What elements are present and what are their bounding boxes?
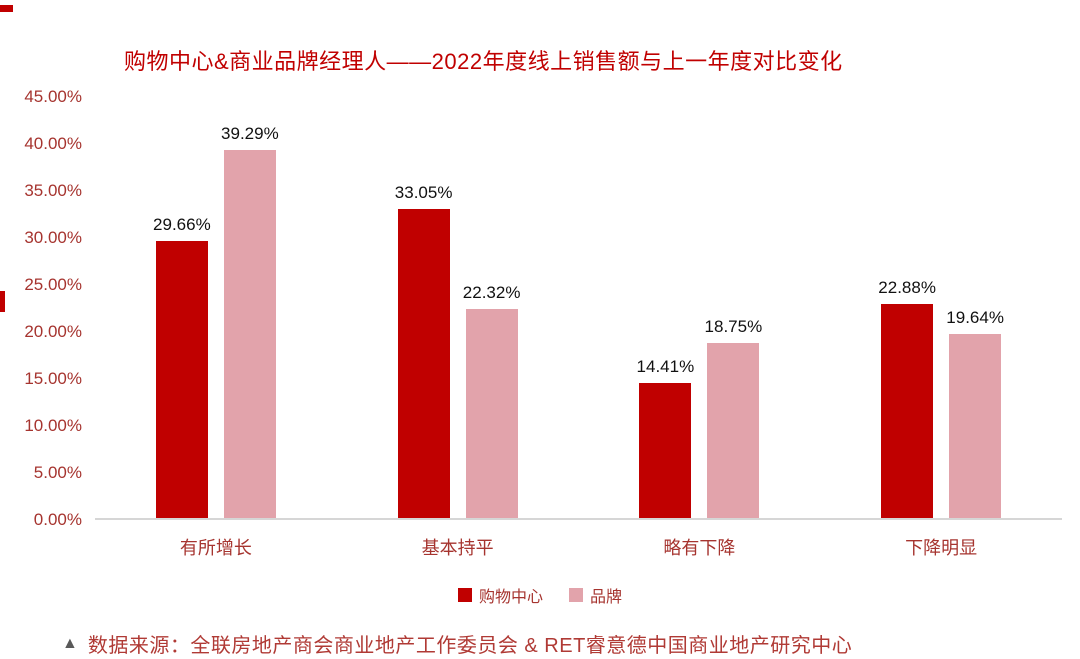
chart-legend: 购物中心 品牌 bbox=[0, 583, 1080, 607]
y-axis-tick-label: 45.00% bbox=[24, 87, 82, 106]
y-axis-tick-label: 25.00% bbox=[24, 275, 82, 294]
bar-value-label: 22.32% bbox=[462, 283, 521, 303]
legend-label-brand: 品牌 bbox=[590, 589, 623, 606]
bar-brand bbox=[465, 309, 518, 518]
bar-shopping-center bbox=[881, 303, 934, 518]
bar-value-label: 18.75% bbox=[704, 316, 763, 336]
bar-column: 19.64% bbox=[946, 97, 1004, 518]
bar-group: 29.66% 39.29% 有所增长 bbox=[153, 97, 279, 558]
bar-shopping-center bbox=[397, 208, 450, 518]
bar-shopping-center bbox=[155, 240, 208, 518]
bar-group: 33.05% 22.32% 基本持平 bbox=[394, 97, 521, 558]
bar-brand bbox=[949, 334, 1002, 518]
bar-value-label: 14.41% bbox=[636, 357, 695, 377]
bar-column: 14.41% bbox=[637, 97, 694, 518]
y-axis-tick-label: 20.00% bbox=[24, 322, 82, 341]
legend-swatch-brand bbox=[569, 588, 583, 602]
plot-area: 29.66% 39.29% 有所增长 33.05% 22.32% 基本持平 14.41% 18… bbox=[95, 97, 1062, 558]
bar-shopping-center bbox=[639, 383, 692, 518]
y-axis: 0.00% 5.00% 10.00% 15.00% 20.00% 25.00% 30.00%… bbox=[0, 87, 82, 529]
bar-column: 22.32% bbox=[462, 97, 521, 518]
category-label: 下降明显 bbox=[905, 538, 978, 558]
legend-item-shopping-center: 购物中心 bbox=[457, 583, 543, 607]
bar-value-label: 19.64% bbox=[946, 308, 1004, 328]
left-edge-mark-middle bbox=[0, 291, 5, 312]
legend-item-brand: 品牌 bbox=[569, 583, 622, 607]
category-label: 略有下降 bbox=[663, 538, 736, 558]
data-source-text: 数据来源：全联房地产商会商业地产工作委员会 & RET睿意德中国商业地产研究中心 bbox=[87, 635, 853, 657]
y-axis-tick-label: 15.00% bbox=[24, 369, 82, 389]
y-axis-tick-label: 35.00% bbox=[24, 181, 82, 200]
y-axis-tick-label: 40.00% bbox=[24, 134, 82, 153]
data-source: ▲ 数据来源：全联房地产商会商业地产工作委员会 & RET睿意德中国商业地产研究… bbox=[62, 629, 852, 658]
category-label: 有所增长 bbox=[179, 538, 252, 558]
bar-brand bbox=[707, 342, 760, 518]
bar-column: 39.29% bbox=[221, 97, 279, 518]
y-axis-tick-label: 30.00% bbox=[24, 228, 82, 248]
bar-value-label: 22.88% bbox=[878, 277, 936, 297]
category-label: 基本持平 bbox=[421, 538, 494, 558]
bar-value-label: 29.66% bbox=[153, 214, 211, 234]
chart-title: 购物中心&商业品牌经理人——2022年度线上销售额与上一年度对比变化 bbox=[124, 49, 843, 74]
bar-value-label: 39.29% bbox=[221, 124, 279, 144]
left-edge-mark-top bbox=[0, 5, 13, 12]
bar-column: 29.66% bbox=[153, 97, 211, 518]
legend-label-shopping-center: 购物中心 bbox=[478, 589, 543, 606]
bar-value-label: 33.05% bbox=[394, 182, 453, 202]
y-axis-tick-label: 5.00% bbox=[33, 463, 82, 482]
bar-column: 22.88% bbox=[878, 97, 936, 518]
bar-group: 22.88% 19.64% 下降明显 bbox=[878, 97, 1004, 558]
bar-group: 14.41% 18.75% 略有下降 bbox=[637, 97, 763, 558]
bar-brand bbox=[223, 150, 276, 518]
legend-swatch-shopping-center bbox=[457, 588, 472, 602]
triangle-icon: ▲ bbox=[62, 634, 78, 652]
bar-column: 18.75% bbox=[705, 97, 762, 518]
bar-column: 33.05% bbox=[394, 97, 453, 518]
y-axis-tick-label: 10.00% bbox=[24, 416, 82, 435]
y-axis-tick-label: 0.00% bbox=[33, 510, 82, 529]
